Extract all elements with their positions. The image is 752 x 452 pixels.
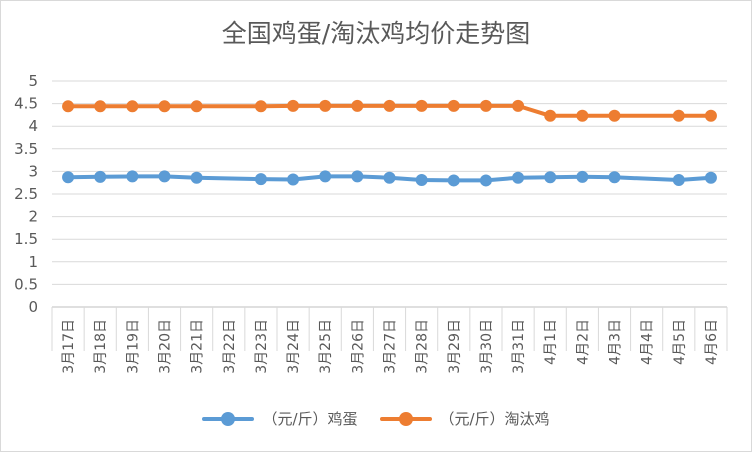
y-tick-label: 0 — [28, 298, 38, 316]
x-tick-label: 3月19日 — [125, 319, 141, 374]
x-tick-label: 3月24日 — [286, 319, 302, 374]
x-tick-label: 4月2日 — [575, 319, 591, 365]
data-point-0 — [415, 173, 428, 186]
data-point-1 — [608, 109, 621, 122]
data-point-0 — [447, 174, 460, 187]
y-tick-label: 1.5 — [14, 230, 38, 248]
x-tick-label: 3月29日 — [447, 319, 463, 374]
data-point-1 — [62, 100, 75, 113]
x-tick-label: 3月26日 — [350, 319, 366, 374]
data-point-1 — [158, 100, 171, 113]
data-point-0 — [383, 171, 396, 184]
data-point-0 — [287, 173, 300, 186]
legend-item-hen[interactable]: （元/斤）淘汰鸡 — [379, 408, 550, 429]
y-tick-label: 3 — [28, 162, 38, 180]
data-point-1 — [190, 100, 203, 113]
legend-item-egg[interactable]: （元/斤）鸡蛋 — [202, 408, 358, 429]
x-tick-label: 4月1日 — [543, 319, 559, 365]
y-tick-label: 4 — [28, 117, 38, 135]
data-point-1 — [672, 109, 685, 122]
x-tick-label: 3月31日 — [511, 319, 527, 374]
data-point-0 — [126, 170, 139, 183]
y-tick-label: 5 — [28, 72, 38, 90]
y-tick-label: 1 — [28, 253, 38, 271]
data-point-0 — [608, 171, 621, 184]
x-tick-label: 3月17日 — [61, 319, 77, 374]
data-point-0 — [512, 171, 525, 184]
data-point-0 — [544, 171, 557, 184]
data-point-0 — [94, 170, 107, 183]
data-point-1 — [383, 99, 396, 112]
legend-label-egg: （元/斤）鸡蛋 — [262, 410, 358, 428]
data-point-1 — [479, 99, 492, 112]
x-tick-label: 3月30日 — [479, 319, 495, 374]
x-tick-label: 3月21日 — [190, 319, 206, 374]
x-tick-label: 3月22日 — [222, 319, 238, 374]
data-point-1 — [544, 109, 557, 122]
x-tick-label: 4月4日 — [640, 319, 656, 365]
data-point-1 — [704, 109, 717, 122]
data-point-1 — [447, 99, 460, 112]
y-tick-label: 2 — [28, 208, 38, 226]
y-tick-label: 0.5 — [14, 275, 38, 293]
data-point-0 — [319, 170, 332, 183]
data-point-1 — [94, 100, 107, 113]
series-lines — [62, 99, 717, 187]
data-point-0 — [158, 170, 171, 183]
legend-label-hen: （元/斤）淘汰鸡 — [439, 410, 550, 428]
y-axis-ticks: 0 0.5 1 1.5 2 2.5 3 3.5 4 4.5 5 — [14, 72, 38, 316]
x-tick-label: 3月25日 — [318, 319, 334, 374]
x-tick-label: 4月5日 — [672, 319, 688, 365]
data-point-1 — [351, 99, 364, 112]
data-point-0 — [351, 170, 364, 183]
data-point-0 — [576, 170, 589, 183]
data-point-0 — [190, 171, 203, 184]
data-point-1 — [287, 99, 300, 112]
legend-swatch-hen — [379, 411, 432, 426]
y-tick-label: 3.5 — [14, 140, 38, 158]
x-tick-label: 3月23日 — [254, 319, 270, 374]
data-point-1 — [126, 100, 139, 113]
data-point-0 — [672, 173, 685, 186]
x-tick-label: 4月3日 — [608, 319, 624, 365]
x-tick-label: 3月27日 — [383, 319, 399, 374]
chart-title: 全国鸡蛋/淘汰鸡均价走势图 — [221, 19, 531, 48]
x-tick-label: 3月18日 — [93, 319, 109, 374]
data-point-1 — [576, 109, 589, 122]
data-point-1 — [512, 99, 525, 112]
data-point-1 — [254, 100, 267, 113]
y-tick-label: 4.5 — [14, 95, 38, 113]
data-point-0 — [479, 174, 492, 187]
data-point-0 — [704, 171, 717, 184]
data-point-0 — [254, 173, 267, 186]
x-tick-label: 3月28日 — [415, 319, 431, 374]
data-point-0 — [62, 171, 75, 184]
data-point-1 — [415, 99, 428, 112]
x-axis: 3月17日 3月18日 3月19日 3月20日 3月21日 3月22日 3月23日 3月24日… — [51, 306, 728, 374]
data-point-1 — [319, 99, 332, 112]
legend-swatch-egg — [202, 411, 255, 426]
y-tick-label: 2.5 — [14, 185, 38, 203]
x-tick-label: 3月20日 — [158, 319, 174, 374]
x-tick-label: 4月6日 — [704, 319, 720, 365]
legend: （元/斤）鸡蛋 （元/斤）淘汰鸡 — [0, 408, 752, 429]
